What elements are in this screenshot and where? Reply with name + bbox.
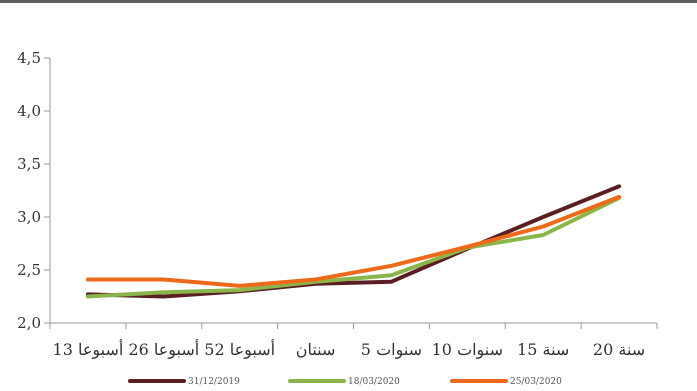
x-tick-label: 10 سنوات <box>432 340 503 359</box>
x-tick-label: 15 سنة <box>517 340 569 359</box>
series-lines <box>85 184 622 299</box>
y-tick-label: 2,0 <box>17 314 41 332</box>
x-tick-label: 52 أسبوعا <box>204 339 275 359</box>
series-line-2 <box>85 195 622 299</box>
series-line-1 <box>85 184 622 299</box>
y-tick-label: 3,5 <box>17 155 41 173</box>
series-line-3 <box>85 194 622 288</box>
top-rule <box>0 0 697 3</box>
legend: 31/12/2019 18/03/2020 25/03/2020 <box>128 377 562 387</box>
x-tick-label: 20 سنة <box>593 340 645 359</box>
legend-label: 25/03/2020 <box>510 377 562 387</box>
y-tick-label: 4,5 <box>17 49 41 67</box>
legend-label: 18/03/2020 <box>348 377 400 387</box>
y-axis-ticks: 2,0 2,5 3,0 3,5 4,0 4,5 <box>17 49 50 332</box>
legend-label: 31/12/2019 <box>188 377 240 387</box>
y-tick-label: 3,0 <box>17 208 41 226</box>
y-tick-label: 2,5 <box>17 261 41 279</box>
y-tick-label: 4,0 <box>17 102 41 120</box>
x-tick-label: سنتان <box>296 340 336 359</box>
x-axis-ticks: 13 أسبوعا 26 أسبوعا 52 أسبوعا سنتان 5 سنوات 1… <box>49 323 658 359</box>
x-tick-label: 5 سنوات <box>361 340 422 359</box>
x-tick-label: 26 أسبوعا <box>128 339 199 359</box>
x-tick-label: 13 أسبوعا <box>53 339 124 359</box>
